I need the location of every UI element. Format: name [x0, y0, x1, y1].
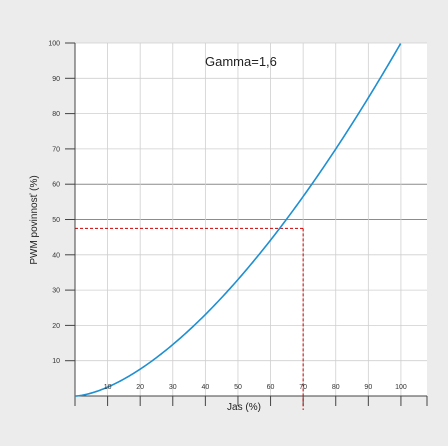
y-tick-label: 30	[52, 288, 60, 295]
x-tick-label: 20	[136, 384, 144, 391]
x-axis-title: Jas (%)	[227, 402, 261, 413]
x-tick-label: 30	[169, 384, 177, 391]
x-tick-label: 60	[267, 384, 275, 391]
y-tick-label: 90	[52, 76, 60, 83]
y-axis-title: PWM povinnosť (%)	[29, 175, 40, 264]
y-tick-label: 40	[52, 252, 60, 259]
reference-lines	[75, 227, 304, 410]
y-tick-label: 100	[48, 41, 60, 48]
x-tick-label: 80	[332, 384, 340, 391]
y-tick-label: 60	[52, 182, 60, 189]
series-line	[74, 43, 402, 397]
series	[74, 43, 402, 397]
y-tick-label: 80	[52, 111, 60, 118]
x-tick-label: 10	[104, 384, 112, 391]
grid	[75, 42, 427, 396]
y-tick-label: 70	[52, 146, 60, 153]
y-tick-label: 50	[52, 217, 60, 224]
y-tick-label: 10	[52, 358, 60, 365]
x-tick-label: 100	[395, 384, 407, 391]
x-tick-label: 90	[364, 384, 372, 391]
tick-labels: 10 20 30 40 50 60 70 80 90 100 10 20 30 40 50 60 70 80 90 1…	[48, 41, 407, 392]
x-tick-label: 70	[299, 384, 307, 391]
axes	[65, 42, 428, 406]
gamma-annotation: Gamma=1,6	[205, 54, 277, 69]
y-tick-label: 20	[52, 323, 60, 330]
x-tick-label: 40	[201, 384, 209, 391]
x-tick-label: 50	[234, 384, 242, 391]
